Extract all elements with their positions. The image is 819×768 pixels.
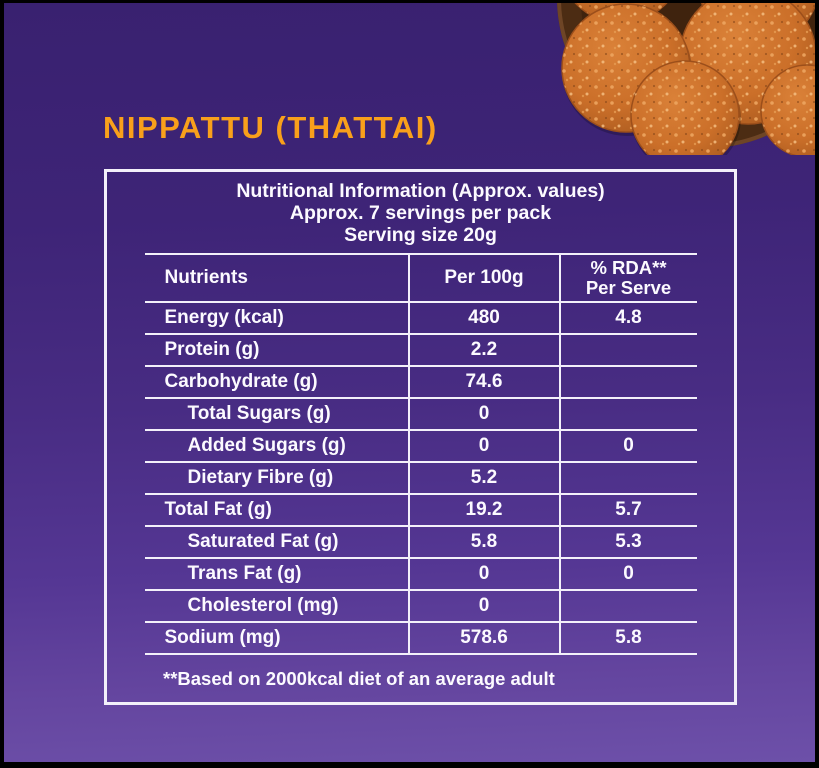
nutrient-rows: Energy (kcal) 480 4.8 Protein (g) 2.2 Carbohy… xyxy=(144,301,697,655)
nutrient-row: Total Fat (g) 19.2 5.7 xyxy=(144,493,697,527)
nutrient-label: Added Sugars (g) xyxy=(144,429,410,463)
table-header-line3: Serving size 20g xyxy=(344,224,497,246)
nutrient-label: Cholesterol (mg) xyxy=(144,589,410,623)
table-header-line1: Nutritional Information (Approx. values) xyxy=(236,180,605,202)
nutrient-per100g-value: 5.2 xyxy=(407,461,561,495)
nutrient-row: Cholesterol (mg) 0 xyxy=(144,589,697,623)
nutrient-label: Sodium (mg) xyxy=(144,621,410,655)
nutrient-rda-value: 0 xyxy=(558,429,697,463)
nutrient-rda-value: 5.3 xyxy=(558,525,697,559)
nutrient-label: Saturated Fat (g) xyxy=(144,525,410,559)
nutrient-row: Protein (g) 2.2 xyxy=(144,333,697,367)
snack-photo xyxy=(557,3,815,155)
nutrient-row: Added Sugars (g) 0 0 xyxy=(144,429,697,463)
nutrient-label: Trans Fat (g) xyxy=(144,557,410,591)
table-header-line2: Approx. 7 servings per pack xyxy=(289,202,552,224)
nutrient-per100g-value: 0 xyxy=(407,589,561,623)
nutrient-per100g-value: 74.6 xyxy=(407,365,561,399)
nutrient-per100g-value: 0 xyxy=(407,397,561,431)
table-header: Nutritional Information (Approx. values)… xyxy=(107,172,734,246)
rda-footnote: **Based on 2000kcal diet of an average a… xyxy=(163,668,555,689)
nutrient-rda-value xyxy=(558,461,697,495)
label-background: NIPPATTU (THATTAI) Nutritional Informati… xyxy=(4,3,815,762)
column-header-nutrients: Nutrients xyxy=(144,253,410,303)
product-title: NIPPATTU (THATTAI) xyxy=(103,110,438,145)
crackers xyxy=(561,3,815,155)
nutrient-rda-value: 5.8 xyxy=(558,621,697,655)
column-header-rda-line2: Per Serve xyxy=(585,277,672,298)
column-header-row: Nutrients Per 100g % RDA** Per Serve xyxy=(144,253,697,303)
nutrient-per100g-value: 0 xyxy=(407,557,561,591)
nutrient-row: Carbohydrate (g) 74.6 xyxy=(144,365,697,399)
nutrient-label: Dietary Fibre (g) xyxy=(144,461,410,495)
column-header-per100g: Per 100g xyxy=(407,253,561,303)
nutrient-label: Protein (g) xyxy=(144,333,410,367)
nutrient-rda-value: 5.7 xyxy=(558,493,697,527)
nutrient-row: Saturated Fat (g) 5.8 5.3 xyxy=(144,525,697,559)
nutrient-row: Total Sugars (g) 0 xyxy=(144,397,697,431)
nutrient-per100g-value: 5.8 xyxy=(407,525,561,559)
nutrient-rda-value: 0 xyxy=(558,557,697,591)
nutrient-rda-value xyxy=(558,589,697,623)
nutrient-per100g-value: 480 xyxy=(407,301,561,335)
nutrient-rda-value xyxy=(558,365,697,399)
nutrient-row: Trans Fat (g) 0 0 xyxy=(144,557,697,591)
nutrient-per100g-value: 2.2 xyxy=(407,333,561,367)
nutrient-per100g-value: 19.2 xyxy=(407,493,561,527)
nutrient-rda-value xyxy=(558,333,697,367)
nutrient-label: Energy (kcal) xyxy=(144,301,410,335)
nutrition-table: Nutritional Information (Approx. values)… xyxy=(104,169,737,705)
nutrient-per100g-value: 0 xyxy=(407,429,561,463)
nutrient-row: Energy (kcal) 480 4.8 xyxy=(144,301,697,335)
nutrient-rda-value: 4.8 xyxy=(558,301,697,335)
nutrition-grid: Nutrients Per 100g % RDA** Per Serve Ene… xyxy=(144,253,697,655)
column-header-rda-line1: % RDA** xyxy=(590,257,667,278)
nutrient-label: Total Fat (g) xyxy=(144,493,410,527)
column-header-rda: % RDA** Per Serve xyxy=(558,253,697,303)
nutrient-rda-value xyxy=(558,397,697,431)
nutrient-row: Sodium (mg) 578.6 5.8 xyxy=(144,621,697,655)
nutrient-label: Carbohydrate (g) xyxy=(144,365,410,399)
nutrient-row: Dietary Fibre (g) 5.2 xyxy=(144,461,697,495)
nutrient-per100g-value: 578.6 xyxy=(407,621,561,655)
nutrient-label: Total Sugars (g) xyxy=(144,397,410,431)
